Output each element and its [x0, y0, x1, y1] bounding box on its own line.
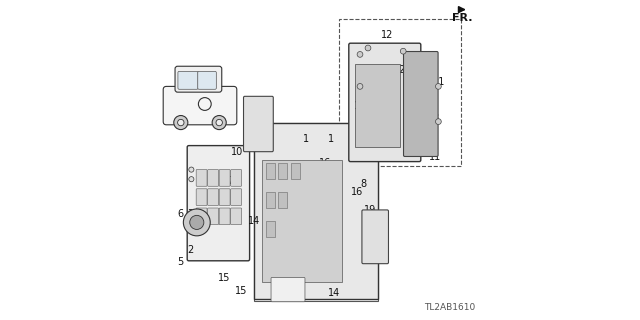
Text: 18: 18 — [357, 65, 369, 76]
Text: FR.: FR. — [452, 13, 473, 23]
Text: 13: 13 — [428, 113, 440, 124]
Text: 6: 6 — [178, 209, 184, 220]
Text: 19: 19 — [364, 204, 376, 215]
Text: 21: 21 — [432, 76, 445, 87]
Text: 5: 5 — [178, 257, 184, 268]
Circle shape — [365, 45, 371, 51]
Circle shape — [189, 167, 194, 172]
Text: 10: 10 — [230, 147, 243, 157]
Circle shape — [189, 177, 194, 182]
FancyBboxPatch shape — [207, 208, 219, 225]
FancyBboxPatch shape — [349, 43, 421, 162]
Circle shape — [189, 215, 204, 229]
Text: 16: 16 — [319, 158, 331, 168]
Text: 11: 11 — [429, 152, 442, 162]
Text: 15: 15 — [218, 273, 230, 284]
Text: 2: 2 — [188, 244, 193, 255]
FancyBboxPatch shape — [231, 208, 242, 225]
FancyBboxPatch shape — [163, 86, 237, 125]
FancyBboxPatch shape — [219, 208, 230, 225]
FancyBboxPatch shape — [355, 64, 400, 147]
FancyBboxPatch shape — [231, 189, 242, 205]
FancyBboxPatch shape — [271, 277, 305, 302]
FancyBboxPatch shape — [196, 170, 207, 186]
Circle shape — [435, 119, 442, 124]
Text: 3: 3 — [188, 209, 193, 220]
FancyBboxPatch shape — [362, 210, 388, 264]
FancyBboxPatch shape — [207, 189, 219, 205]
FancyBboxPatch shape — [175, 66, 222, 92]
Circle shape — [357, 84, 363, 89]
FancyBboxPatch shape — [178, 71, 198, 89]
FancyBboxPatch shape — [278, 192, 287, 208]
Text: 20: 20 — [399, 65, 411, 76]
Text: 17: 17 — [354, 100, 366, 111]
FancyBboxPatch shape — [244, 96, 273, 152]
Text: 14: 14 — [328, 288, 340, 298]
Text: 1: 1 — [328, 134, 334, 144]
Text: 8: 8 — [360, 179, 366, 189]
Text: 16: 16 — [351, 187, 363, 197]
Text: 7: 7 — [227, 176, 234, 186]
FancyBboxPatch shape — [198, 71, 216, 89]
Circle shape — [184, 209, 210, 236]
FancyBboxPatch shape — [266, 163, 275, 179]
FancyBboxPatch shape — [219, 189, 230, 205]
Circle shape — [401, 48, 406, 54]
FancyBboxPatch shape — [254, 123, 378, 299]
FancyBboxPatch shape — [219, 170, 230, 186]
Text: 4: 4 — [323, 257, 330, 268]
Text: 12: 12 — [381, 30, 394, 40]
FancyBboxPatch shape — [207, 170, 219, 186]
FancyBboxPatch shape — [266, 192, 275, 208]
Circle shape — [216, 119, 223, 126]
Text: 19: 19 — [248, 102, 260, 112]
Text: 1: 1 — [303, 134, 308, 144]
Text: 15: 15 — [236, 286, 248, 296]
FancyBboxPatch shape — [278, 163, 287, 179]
Circle shape — [357, 52, 363, 57]
FancyBboxPatch shape — [262, 160, 342, 282]
Circle shape — [212, 116, 227, 130]
Text: 9: 9 — [370, 236, 376, 247]
Circle shape — [435, 84, 442, 89]
Circle shape — [178, 119, 184, 126]
FancyBboxPatch shape — [196, 208, 207, 225]
FancyBboxPatch shape — [187, 146, 250, 261]
Text: TL2AB1610: TL2AB1610 — [424, 303, 475, 312]
FancyBboxPatch shape — [404, 52, 438, 156]
FancyBboxPatch shape — [196, 189, 207, 205]
Circle shape — [174, 116, 188, 130]
FancyBboxPatch shape — [291, 163, 300, 179]
FancyBboxPatch shape — [231, 170, 242, 186]
FancyBboxPatch shape — [266, 221, 275, 237]
Text: 14: 14 — [248, 216, 260, 226]
